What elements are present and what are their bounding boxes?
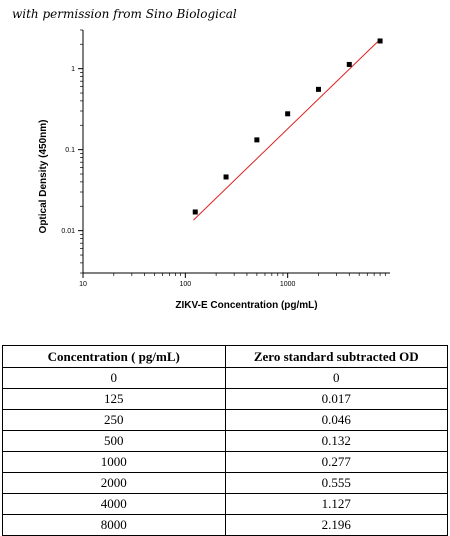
concentration-cell: 2000 <box>2 472 226 494</box>
y-axis-title: Optical Density (450nm) <box>38 120 49 234</box>
od-cell: 0.046 <box>224 409 448 431</box>
od-cell: 0 <box>224 367 448 389</box>
table-row: 125 0.017 <box>2 388 448 410</box>
x-tick-label: 100 <box>179 281 191 288</box>
data-point <box>346 61 352 67</box>
fit-line <box>193 38 381 221</box>
concentration-cell: 125 <box>2 388 226 410</box>
data-point <box>223 174 229 180</box>
y-tick-label: 1 <box>71 66 75 73</box>
concentration-cell: 4000 <box>2 493 226 515</box>
table-row: 2000 0.555 <box>2 472 448 494</box>
y-tick-label: 0.01 <box>61 228 75 235</box>
data-point <box>377 38 383 44</box>
concentration-cell: 1000 <box>2 451 226 473</box>
concentration-cell: 8000 <box>2 514 226 536</box>
od-cell: 2.196 <box>224 514 448 536</box>
x-tick-label: 10 <box>79 281 87 288</box>
y-tick-label: 0.1 <box>65 147 75 154</box>
table-row: 1000 0.277 <box>2 451 448 473</box>
concentration-header: Concentration ( pg/mL) <box>2 345 226 368</box>
table-row: 4000 1.127 <box>2 493 448 515</box>
data-point <box>285 111 291 117</box>
table-header-row: Concentration ( pg/mL) Zero standard sub… <box>2 345 448 368</box>
data-point <box>315 86 321 92</box>
data-point <box>254 137 260 143</box>
x-axis-title: ZIKV-E Concentration (pg/mL) <box>175 300 317 311</box>
od-cell: 0.132 <box>224 430 448 452</box>
table-row: 8000 2.196 <box>2 514 448 536</box>
table-row: 500 0.132 <box>2 430 448 452</box>
concentration-cell: 250 <box>2 409 226 431</box>
concentration-cell: 0 <box>2 367 226 389</box>
concentration-cell: 500 <box>2 430 226 452</box>
od-cell: 0.017 <box>224 388 448 410</box>
table-row: 0 0 <box>2 367 448 389</box>
standard-curve-table: Concentration ( pg/mL) Zero standard sub… <box>2 345 448 536</box>
standard-curve-chart: 10 100 1000 0.01 0.1 1 ZIKV-E Concentration (p… <box>38 29 390 311</box>
table-row: 250 0.046 <box>2 409 448 431</box>
x-tick-label: 1000 <box>280 281 296 288</box>
permission-caption: with permission from Sino Biological <box>12 7 237 21</box>
od-cell: 0.277 <box>224 451 448 473</box>
od-header: Zero standard subtracted OD <box>224 345 448 368</box>
od-cell: 1.127 <box>224 493 448 515</box>
od-cell: 0.555 <box>224 472 448 494</box>
data-point <box>192 209 198 215</box>
